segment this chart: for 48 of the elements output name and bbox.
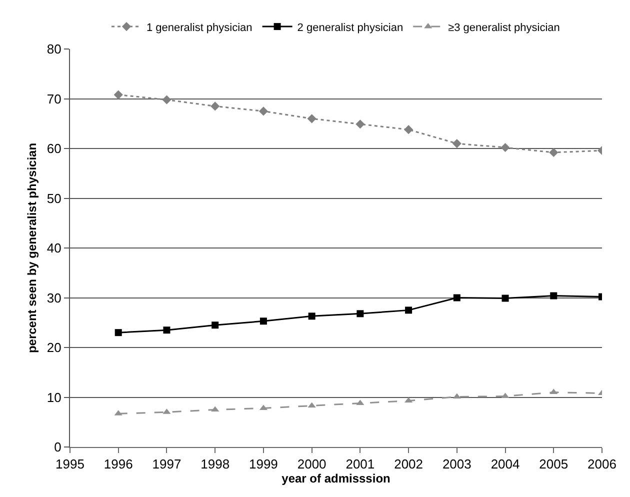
x-tick-label: 2000 — [297, 456, 326, 472]
x-tick-label: 1999 — [248, 456, 278, 472]
y-tick-label: 80 — [46, 42, 62, 57]
legend-label: 2 generalist physician — [297, 22, 404, 34]
y-tick-label: 10 — [46, 390, 62, 405]
y-tick-label: 70 — [46, 91, 62, 106]
y-tick-label: 20 — [46, 340, 62, 356]
y-tick-label: 60 — [46, 141, 62, 156]
x-tick-label: 2002 — [394, 456, 424, 472]
legend-label: ≥3 generalist physician — [448, 22, 560, 34]
point — [404, 125, 414, 134]
point — [549, 148, 558, 158]
x-tick-label: 2006 — [588, 456, 616, 472]
x-tick-label: 1996 — [104, 456, 133, 472]
y-axis-title: percent seen by generalist physician — [25, 142, 39, 354]
x-tick-label: 2003 — [442, 456, 472, 472]
point — [114, 329, 122, 336]
point — [260, 318, 267, 325]
point — [210, 102, 220, 111]
point — [550, 388, 558, 394]
point — [212, 322, 219, 329]
point — [500, 142, 510, 152]
x-tick-label: 1997 — [152, 456, 182, 472]
x-tick-label: 2001 — [346, 456, 375, 472]
y-tick-label: 30 — [46, 290, 62, 306]
point — [453, 294, 460, 302]
point — [356, 120, 365, 129]
point — [405, 306, 412, 314]
y-tick-label: 0 — [54, 440, 62, 455]
x-axis-title: year of admisssion — [282, 472, 390, 486]
point — [162, 95, 172, 104]
y-tick-label: 40 — [46, 240, 62, 256]
point — [356, 310, 364, 318]
x-tick-label: 1995 — [56, 456, 84, 472]
point — [163, 326, 170, 334]
point — [114, 90, 123, 100]
point — [501, 392, 510, 398]
y-tick-label: 50 — [46, 190, 62, 206]
x-tick-label: 1998 — [200, 456, 230, 472]
point — [502, 294, 509, 302]
x-tick-label: 2004 — [490, 456, 520, 472]
legend-label: 1 generalist physician — [146, 22, 252, 34]
point — [307, 114, 316, 124]
point — [452, 138, 462, 148]
point — [550, 292, 558, 300]
x-tick-label: 2005 — [539, 456, 568, 472]
point — [258, 106, 268, 116]
point — [308, 312, 316, 320]
